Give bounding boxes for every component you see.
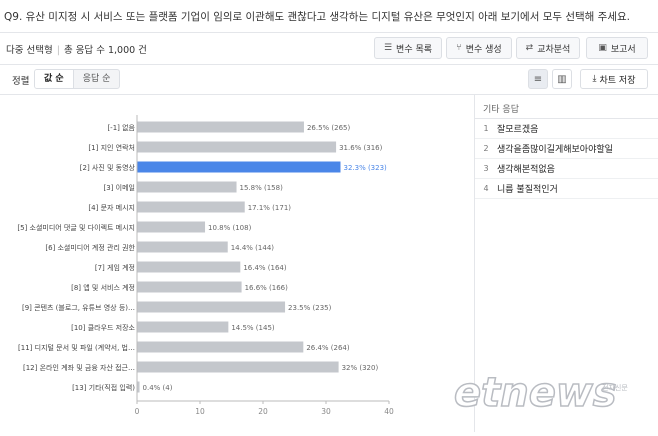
list-item: 2 생각을좀많이길게해보아야할일 — [475, 139, 658, 159]
category-label: [6] 소셜미디어 계정 관리 권한 — [45, 243, 135, 252]
cross-analysis-button[interactable]: ⇄ 교차분석 — [516, 37, 580, 59]
bar-chart: [-1] 없음 26.5% (265) [1] 지인 연락처 31.6% (316) [… — [0, 95, 474, 432]
horizontal-bars-icon: ≡ — [533, 73, 543, 85]
category-label: [8] 앱 및 서비스 계정 — [71, 283, 135, 292]
list-item: 4 니름 불질적인거 — [475, 179, 658, 199]
data-label: 31.6% (316) — [339, 144, 383, 152]
data-label: 32% (320) — [342, 364, 379, 372]
category-label: [13] 기타(직접 입력) — [72, 383, 135, 392]
bar — [137, 321, 229, 333]
sort-label: 정렬 — [12, 76, 30, 87]
category-label: [3] 이메일 — [104, 183, 135, 192]
bar — [137, 181, 237, 193]
bar — [137, 341, 304, 353]
other-responses-panel: 기타 응답 1 잘모르겠음 2 생각을좀많이길게해보아야할일 3 생각해본적없음… — [475, 95, 658, 432]
bar — [137, 301, 286, 313]
list-icon: ☰ — [383, 43, 393, 53]
other-responses-title: 기타 응답 — [475, 95, 658, 119]
vertical-bar-view-button[interactable]: ▥ — [552, 69, 572, 89]
save-chart-button[interactable]: ⤓ 차트 저장 — [580, 69, 648, 89]
cross-arrows-icon: ⇄ — [525, 43, 534, 53]
bar — [137, 121, 304, 133]
response-total: 총 응답 수 1,000 건 — [63, 45, 147, 56]
download-icon: ⤓ — [592, 74, 597, 84]
category-label: [11] 디지털 문서 및 파일 (계약서, 법… — [18, 343, 135, 352]
x-tick-label: 0 — [135, 407, 140, 416]
bar — [137, 161, 341, 173]
x-tick-label: 20 — [258, 407, 268, 416]
data-label: 23.5% (235) — [288, 304, 332, 312]
horizontal-bar-view-button[interactable]: ≡ — [528, 69, 548, 89]
category-label: [4] 문자 메시지 — [88, 203, 135, 212]
variable-list-button[interactable]: ☰ 변수 목록 — [374, 37, 442, 59]
category-label: [10] 클라우드 저장소 — [71, 323, 135, 332]
list-item: 1 잘모르겠음 — [475, 119, 658, 139]
category-label: [7] 게임 계정 — [95, 263, 135, 272]
bar — [137, 261, 241, 273]
category-label: [12] 온라인 계좌 및 금융 자산 접근… — [23, 363, 135, 372]
bar — [137, 241, 228, 253]
divider — [0, 94, 658, 95]
watermark-sub: 전자신문 — [602, 383, 628, 392]
question-text: Q9. 유산 미지정 시 서비스 또는 플랫폼 기업이 임의로 이관해도 괜찮다… — [4, 11, 630, 23]
branch-icon: ⑂ — [456, 43, 462, 53]
bar — [137, 141, 337, 153]
data-label: 15.8% (158) — [240, 184, 284, 192]
data-label: 14.5% (145) — [231, 324, 275, 332]
data-label: 17.1% (171) — [248, 204, 292, 212]
category-label: [5] 소셜미디어 댓글 및 다이렉트 메시지 — [17, 223, 135, 232]
etnews-watermark: etnews 전자신문 — [452, 368, 656, 417]
question-meta: 다중 선택형 | 총 응답 수 1,000 건 — [6, 45, 147, 56]
panel-divider — [474, 95, 475, 432]
x-tick-label: 30 — [321, 407, 331, 416]
category-label: [9] 콘텐츠 (블로그, 유튜브 영상 등)… — [22, 303, 135, 312]
data-label: 10.8% (108) — [208, 224, 252, 232]
bar — [137, 361, 339, 373]
divider — [0, 32, 658, 33]
category-label: [1] 지인 연락처 — [88, 143, 135, 152]
bar — [137, 281, 242, 293]
data-label: 14.4% (144) — [231, 244, 275, 252]
x-tick-label: 10 — [195, 407, 205, 416]
watermark-logo: etnews — [454, 370, 617, 416]
sort-by-value-tab[interactable]: 값 순 — [35, 70, 74, 88]
report-icon: ▣ — [598, 43, 607, 53]
x-tick-label: 40 — [384, 407, 394, 416]
data-label: 26.5% (265) — [307, 124, 351, 132]
question-type: 다중 선택형 — [6, 45, 53, 56]
divider — [0, 64, 658, 65]
data-label: 32.3% (323) — [343, 164, 387, 172]
variable-create-button[interactable]: ⑂ 변수 생성 — [446, 37, 512, 59]
sort-toggle: 값 순 응답 순 — [34, 69, 121, 89]
bar — [137, 201, 245, 213]
sort-by-response-tab[interactable]: 응답 순 — [82, 74, 111, 84]
sort-row: 정렬 값 순 응답 순 ≡ ▥ ⤓ 차트 저장 — [0, 66, 658, 92]
bar-chart-svg: [-1] 없음 26.5% (265) [1] 지인 연락처 31.6% (316) [… — [17, 115, 394, 416]
bar — [137, 381, 140, 393]
category-label: [-1] 없음 — [107, 124, 135, 132]
toolbar: 다중 선택형 | 총 응답 수 1,000 건 ☰ 변수 목록 ⑂ 변수 생성 ⇄ 교차분… — [0, 34, 658, 62]
data-label: 26.4% (264) — [306, 344, 350, 352]
list-item: 3 생각해본적없음 — [475, 159, 658, 179]
report-button[interactable]: ▣ 보고서 — [586, 37, 648, 59]
data-label: 16.4% (164) — [243, 264, 287, 272]
data-label: 0.4% (4) — [143, 384, 173, 392]
bar — [137, 221, 206, 233]
data-label: 16.6% (166) — [245, 284, 289, 292]
category-label: [2] 사진 및 동영상 — [80, 163, 136, 172]
vertical-bars-icon: ▥ — [557, 73, 567, 85]
